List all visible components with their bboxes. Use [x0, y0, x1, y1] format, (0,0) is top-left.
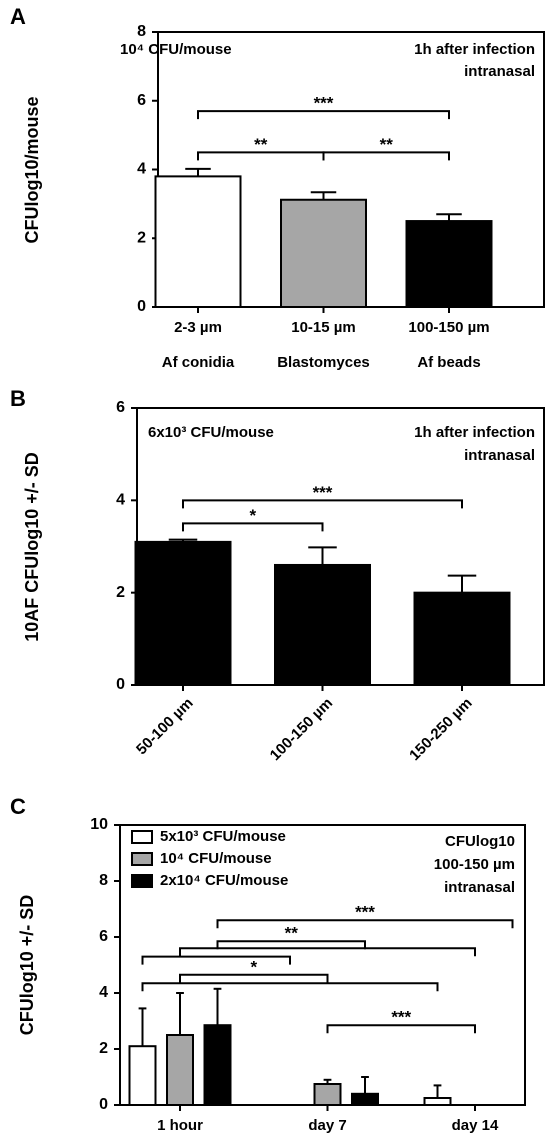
x-tick-label: 150-250 µm [406, 695, 475, 764]
panel-label: A [10, 4, 26, 29]
x-tick-note: Af beads [417, 354, 480, 371]
significance-bracket [141, 955, 291, 965]
y-tick-label: 0 [137, 298, 146, 315]
significance-label: * [249, 506, 256, 525]
annotation: 1h after infection [414, 424, 535, 441]
panel-label: B [10, 386, 26, 411]
bar [405, 220, 493, 308]
significance-bracket [216, 940, 366, 950]
y-tick-label: 8 [137, 23, 146, 40]
significance-bracket [326, 1024, 476, 1034]
bar [423, 1097, 452, 1106]
x-tick-label: 100-150 µm [408, 319, 489, 336]
y-tick-label: 6 [137, 92, 146, 109]
x-tick-label: 1 hour [157, 1117, 203, 1134]
significance-bracket [182, 499, 463, 509]
significance-bracket [179, 973, 329, 983]
y-axis-label: CFUlog10 +/- SD [17, 895, 37, 1036]
y-tick-label: 2 [116, 584, 125, 601]
y-tick-label: 10 [90, 816, 108, 833]
significance-bracket [179, 947, 476, 957]
bar [166, 1034, 194, 1106]
legend-swatch [131, 830, 153, 844]
legend-label: 2x10⁴ CFU/mouse [160, 872, 288, 889]
y-tick-label: 4 [99, 984, 108, 1001]
legend-swatch [131, 852, 153, 866]
x-tick-note: Af conidia [162, 354, 235, 371]
y-tick-label: 6 [116, 399, 125, 416]
significance-label: *** [391, 1008, 411, 1027]
y-tick-label: 8 [99, 872, 108, 889]
annotation: 100-150 µm [434, 856, 515, 873]
y-tick-label: 0 [116, 676, 125, 693]
y-tick-label: 0 [99, 1096, 108, 1113]
significance-label: ** [285, 924, 299, 943]
y-tick-label: 6 [99, 928, 108, 945]
significance-bracket [141, 982, 439, 992]
y-tick-label: 4 [116, 492, 125, 509]
x-tick-label: 2-3 µm [174, 319, 222, 336]
bar [280, 198, 367, 308]
annotation: 1h after infection [414, 41, 535, 58]
bar [313, 1083, 342, 1106]
x-tick-note: Blastomyces [277, 354, 370, 371]
annotation: intranasal [464, 63, 535, 80]
x-tick-label: day 14 [452, 1117, 499, 1134]
legend-label: 10⁴ CFU/mouse [160, 850, 272, 867]
annotation: CFUlog10 [445, 833, 515, 850]
x-tick-label: 50-100 µm [133, 695, 197, 759]
x-tick-label: 10-15 µm [291, 319, 356, 336]
bar [128, 1045, 157, 1106]
significance-bracket [322, 151, 450, 161]
significance-bracket [216, 919, 514, 929]
legend-label: 5x10³ CFU/mouse [160, 828, 286, 845]
x-tick-label: 100-150 µm [267, 695, 336, 764]
bar [154, 175, 242, 308]
y-tick-label: 2 [99, 1040, 108, 1057]
panel-label: C [10, 794, 26, 819]
annotation: intranasal [444, 879, 515, 896]
significance-label: ** [254, 135, 268, 154]
bar [413, 591, 511, 687]
legend-swatch [131, 874, 153, 888]
significance-label: *** [314, 94, 334, 113]
y-tick-label: 4 [137, 161, 146, 178]
significance-label: *** [313, 483, 333, 502]
significance-label: * [250, 957, 257, 976]
significance-label: *** [355, 903, 375, 922]
significance-bracket [182, 522, 324, 532]
bar [274, 563, 371, 687]
x-tick-label: day 7 [308, 1117, 346, 1134]
significance-label: ** [380, 135, 394, 154]
significance-bracket [197, 110, 450, 120]
annotation: 10⁴ CFU/mouse [120, 41, 232, 58]
bar [134, 540, 232, 687]
annotation: intranasal [464, 447, 535, 464]
y-tick-label: 2 [137, 229, 146, 246]
y-axis-label: CFUlog10/mouse [22, 96, 42, 243]
y-axis-label: 10AF CFUlog10 +/- SD [22, 452, 42, 642]
bar [351, 1092, 379, 1107]
annotation: 6x10³ CFU/mouse [148, 424, 274, 441]
bar [203, 1024, 232, 1106]
